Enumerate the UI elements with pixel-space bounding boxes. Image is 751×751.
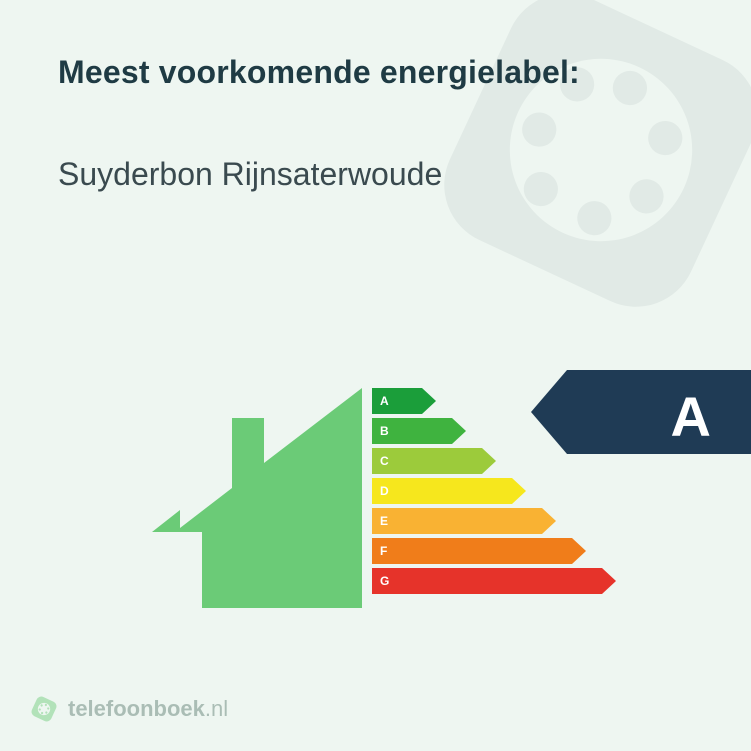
energy-bar-label: B [380,424,398,438]
watermark-phone-icon [411,0,751,345]
result-arrow [531,370,751,459]
footer-brand-bold: telefoonboek [68,696,205,721]
location-name: Suyderbon Rijnsaterwoude [58,156,442,193]
energy-bar-label: A [380,394,398,408]
energy-bar-e: E [372,508,616,534]
energy-bar-label: D [380,484,398,498]
energy-label-card: Meest voorkomende energielabel: Suyderbo… [0,0,751,751]
energy-bar-label: G [380,574,398,588]
footer-brand-light: .nl [205,696,228,721]
energy-bar-label: E [380,514,398,528]
energy-bar-label: F [380,544,398,558]
result-letter: A [671,384,711,449]
energy-bar-d: D [372,478,616,504]
energy-bar-g: G [372,568,616,594]
page-title: Meest voorkomende energielabel: [58,54,580,91]
footer: telefoonboek.nl [30,695,228,723]
footer-brand-text: telefoonboek.nl [68,696,228,722]
energy-bar-f: F [372,538,616,564]
energy-bar-label: C [380,454,398,468]
house-icon [142,358,362,608]
footer-logo-icon [30,695,58,723]
